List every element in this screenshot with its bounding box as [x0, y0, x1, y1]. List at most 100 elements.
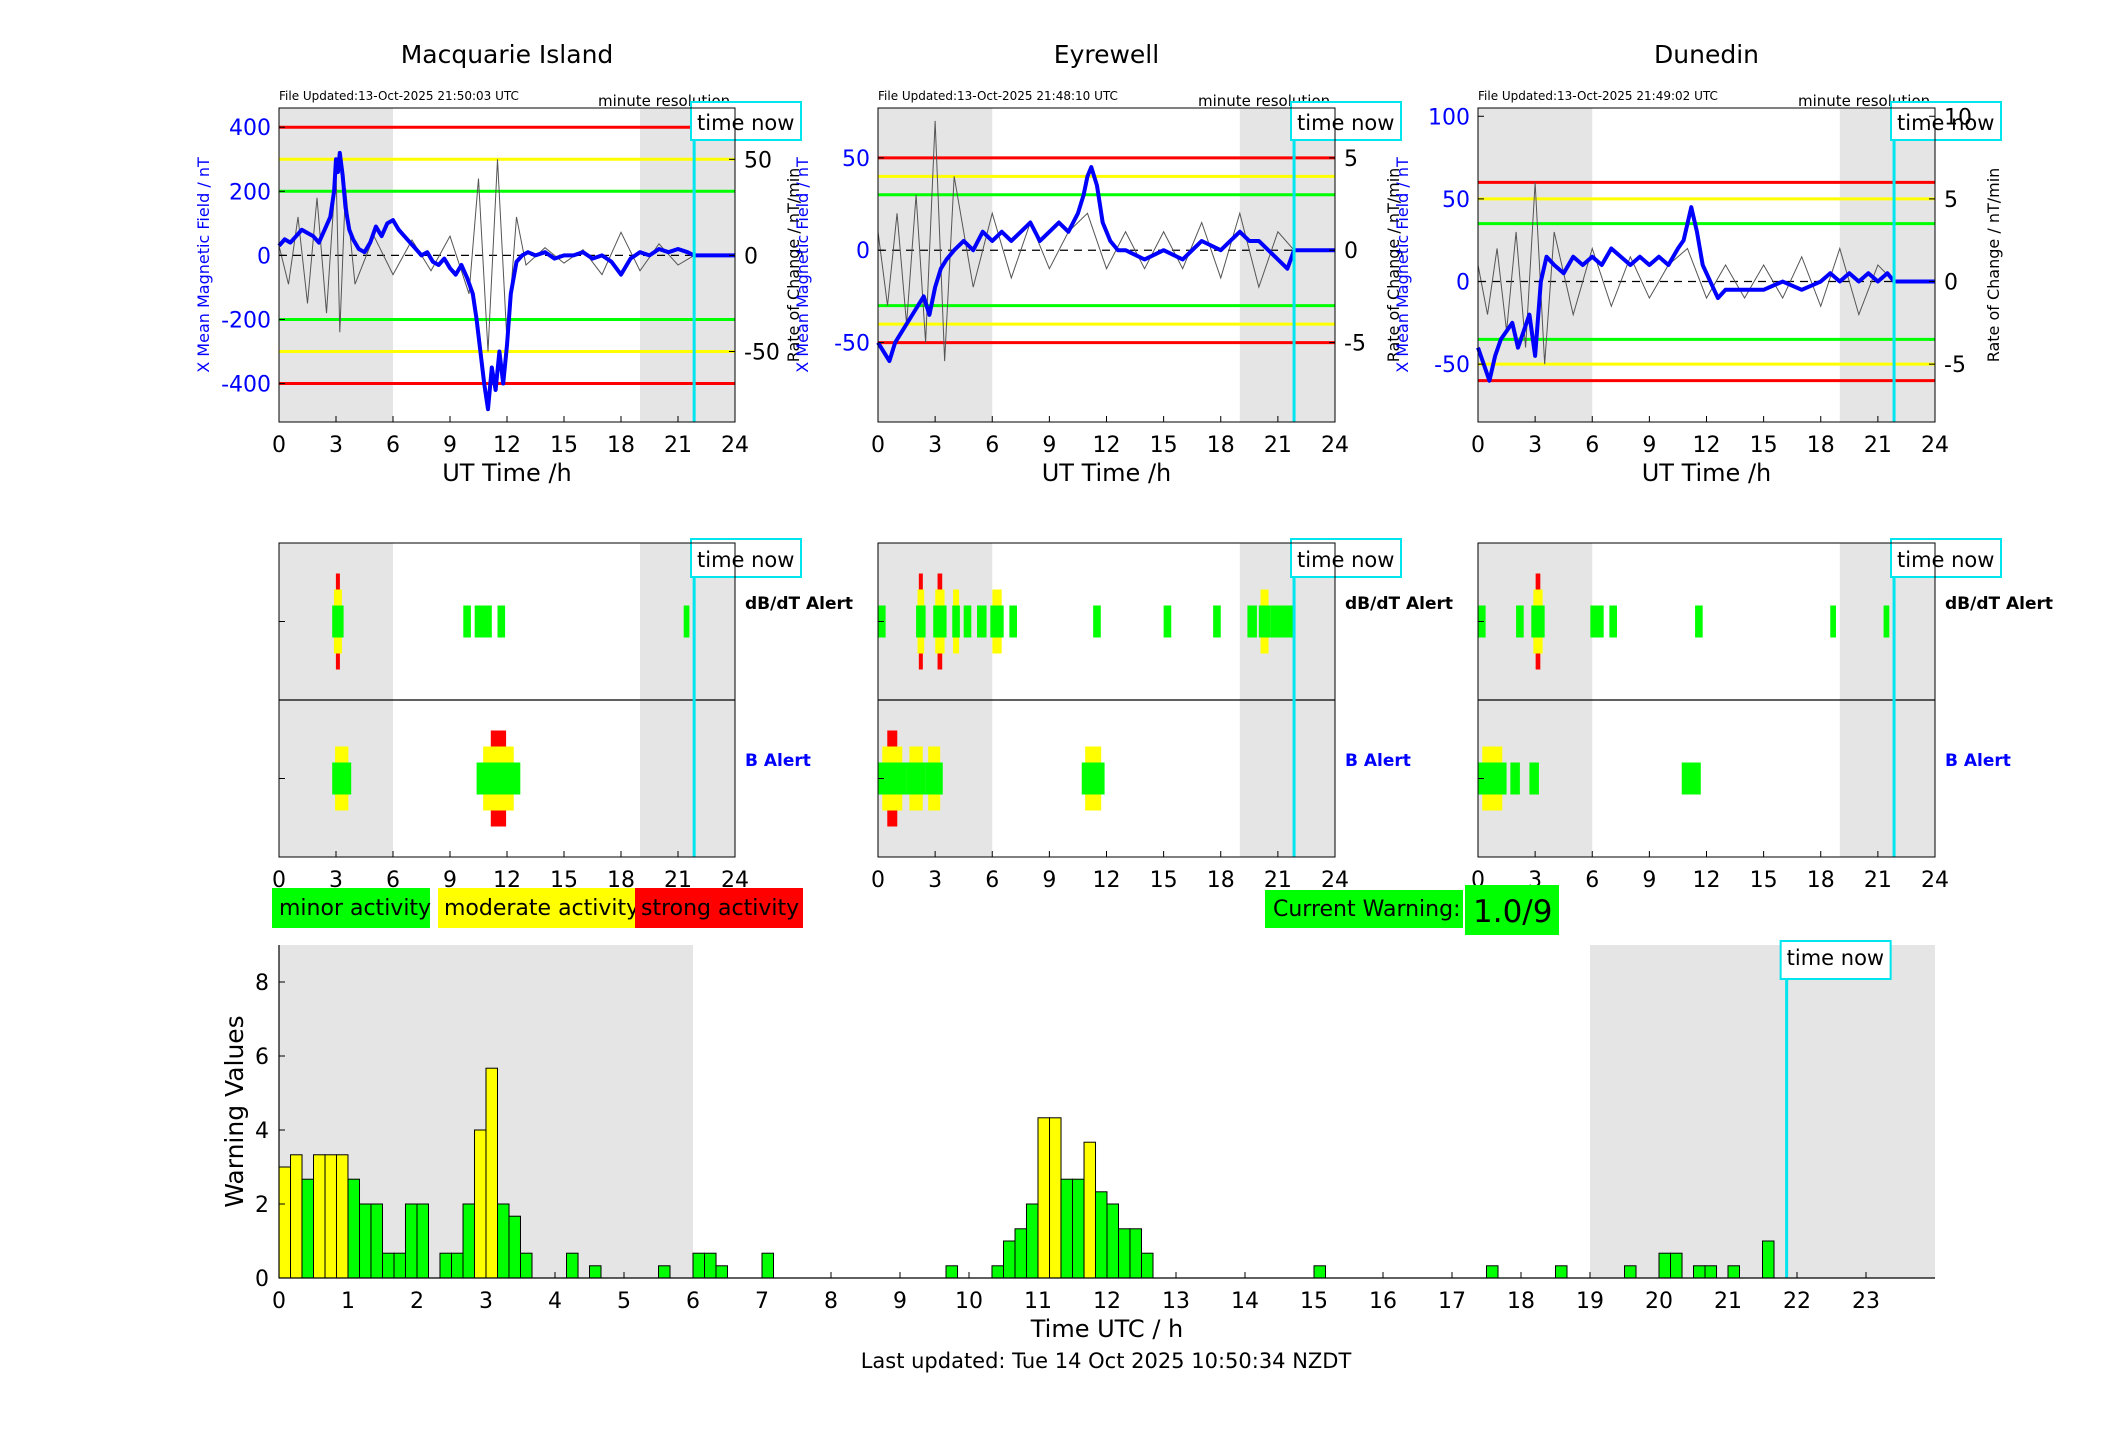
- warning-bar: [1094, 1191, 1108, 1279]
- dunedin-ytick-label: 0: [1456, 271, 1470, 296]
- dunedin-ylabel-right: Rate of Change / nT/min: [1984, 168, 2003, 363]
- macquarie-island-alert-db-dt-alert-minor-mark: [463, 605, 471, 638]
- warning-xtick-label: 23: [1852, 1289, 1880, 1314]
- warning-bar: [1014, 1228, 1028, 1279]
- warning-bar: [658, 1265, 671, 1279]
- warning-bar: [1037, 1117, 1051, 1279]
- warning-bar: [497, 1203, 510, 1279]
- macquarie-island-alert-db-dt-alert-minor-mark: [332, 605, 344, 638]
- warning-bar: [991, 1265, 1004, 1279]
- warning-xtick-label: 8: [824, 1289, 838, 1314]
- warning-ytick-label: 4: [255, 1119, 269, 1144]
- macquarie-island-xtick-label: 15: [550, 433, 578, 458]
- legend-minor-swatch: [272, 888, 430, 928]
- warning-ytick-label: 6: [255, 1045, 269, 1070]
- dunedin-xtick-label: 18: [1807, 433, 1835, 458]
- eyrewell-alert-plot: dB/dT Alert B Alert time now 0 3 6 9 12 15 18 21 24: [871, 538, 1453, 893]
- eyrewell-alert-xtick-label: 6: [985, 868, 999, 893]
- eyrewell-xtick-label: 24: [1321, 433, 1349, 458]
- macquarie-island-alert-time-now-box: [690, 538, 802, 578]
- dunedin-xtick-label: 0: [1471, 433, 1485, 458]
- dunedin-xtick-label: 9: [1642, 433, 1656, 458]
- warning-bar: [404, 1203, 418, 1279]
- macquarie-island-alert-xtick-label: 9: [443, 868, 457, 893]
- warning-bar: [313, 1154, 326, 1279]
- warning-bar: [692, 1252, 706, 1279]
- dunedin-alert-time-now-box: [1890, 538, 2002, 578]
- dunedin-alert-db-dt-alert-minor-mark: [1531, 605, 1545, 638]
- eyrewell-alert-time-now-label: time now: [1297, 548, 1394, 572]
- dunedin-alert-xtick-label: 6: [1585, 868, 1599, 893]
- eyrewell-ytick-label: -50: [834, 332, 870, 357]
- warning-bar: [704, 1252, 717, 1279]
- eyrewell-alert-xtick-label: 3: [928, 868, 942, 893]
- current-warning-box: Current Warning: 1.0/9: [1265, 885, 1559, 935]
- alert-panels: dB/dT Alert B Alert time now 0 3 6 9 12 15 18 21 24…: [272, 538, 2053, 893]
- warning-bar: [393, 1252, 407, 1279]
- dunedin-xtick-label: 24: [1921, 433, 1949, 458]
- dunedin-alert-db-dt-alert-minor-mark: [1695, 605, 1703, 638]
- dunedin-alert-time-now-label: time now: [1897, 548, 1994, 572]
- macquarie-island-xtick-label: 0: [272, 433, 286, 458]
- eyrewell-ytick-right-label: 5: [1344, 147, 1358, 172]
- warning-bar: [761, 1252, 775, 1279]
- warning-xtick-label: 4: [548, 1289, 562, 1314]
- warning-xtick-label: 10: [955, 1289, 983, 1314]
- warning-xtick-label: 22: [1783, 1289, 1811, 1314]
- eyrewell-ytick-label: 0: [856, 239, 870, 264]
- macquarie-island-ytick-label: 0: [257, 244, 271, 269]
- warning-xtick-label: 15: [1300, 1289, 1328, 1314]
- dunedin-time-now-label: time now: [1897, 111, 1994, 135]
- macquarie-island-alert-db-dt-alert-minor-mark: [474, 605, 492, 638]
- warning-xtick-label: 19: [1576, 1289, 1604, 1314]
- eyrewell-alert-xtick-label: 9: [1042, 868, 1056, 893]
- warning-bar: [290, 1154, 303, 1279]
- eyrewell-alert-db-dt-alert-minor-mark: [963, 605, 972, 638]
- eyrewell-ytick-right-label: 0: [1344, 239, 1358, 264]
- eyrewell-alert-xtick-label: 24: [1321, 868, 1349, 893]
- macquarie-island-rate-series: [278, 159, 695, 352]
- legend-minor-label: minor activity: [279, 896, 431, 921]
- dunedin-ytick-right-label: 10: [1944, 105, 1972, 130]
- dunedin-xlabel: UT Time /h: [1642, 459, 1772, 487]
- macquarie-island-night-shade-0: [279, 108, 393, 422]
- dunedin-alert-b-alert-minor-mark: [1510, 762, 1520, 795]
- eyrewell-xtick-label: 15: [1150, 433, 1178, 458]
- macquarie-island-time-now-label: time now: [697, 111, 794, 135]
- warning-bar: [1704, 1265, 1718, 1279]
- eyrewell-xlabel: UT Time /h: [1042, 459, 1172, 487]
- eyrewell-alert-db-dt-alert-minor-mark: [933, 605, 947, 638]
- macquarie-island-ytick-label: 400: [229, 116, 271, 141]
- warning-bar: [520, 1252, 533, 1279]
- warning-bar: [566, 1252, 579, 1279]
- eyrewell-alert-db-dt-alert-minor-mark: [916, 605, 926, 638]
- dunedin-alert-db-dt-alert-minor-mark: [1883, 605, 1890, 638]
- current-warning-label-bg: [1265, 890, 1463, 928]
- warning-bar: [1060, 1178, 1073, 1279]
- warning-bar: [324, 1154, 338, 1279]
- eyrewell-xtick-label: 3: [928, 433, 942, 458]
- dunedin-alert-xtick-label: 9: [1642, 868, 1656, 893]
- eyrewell-ytick-label: 50: [842, 147, 870, 172]
- warning-bar: [1118, 1228, 1131, 1279]
- macquarie-island-alert-b-alert-label: B Alert: [745, 751, 811, 771]
- macquarie-island-xlabel: UT Time /h: [442, 459, 572, 487]
- macquarie-island-xtick-label: 9: [443, 433, 457, 458]
- warning-bar: [508, 1215, 521, 1279]
- current-warning-value: 1.0/9: [1473, 894, 1552, 930]
- warning-ylabel: Warning Values: [220, 1015, 249, 1207]
- macquarie-island-ytick-label: 200: [229, 180, 271, 205]
- dunedin-ytick-label: -50: [1434, 353, 1470, 378]
- macquarie-island-alert-db-dt-alert-minor-mark: [683, 605, 690, 638]
- warning-xtick-label: 16: [1369, 1289, 1397, 1314]
- dunedin-alert-xtick-label: 21: [1864, 868, 1892, 893]
- macquarie-island-xtick-label: 18: [607, 433, 635, 458]
- eyrewell-xtick-label: 6: [985, 433, 999, 458]
- eyrewell-alert-xtick-label: 0: [871, 868, 885, 893]
- warning-xlabel: Time UTC / h: [1030, 1315, 1184, 1343]
- eyrewell-alert-db-dt-alert-minor-mark: [1270, 605, 1296, 638]
- macquarie-island-alert-db-dt-alert-label: dB/dT Alert: [745, 594, 853, 614]
- warning-bar: [335, 1154, 349, 1279]
